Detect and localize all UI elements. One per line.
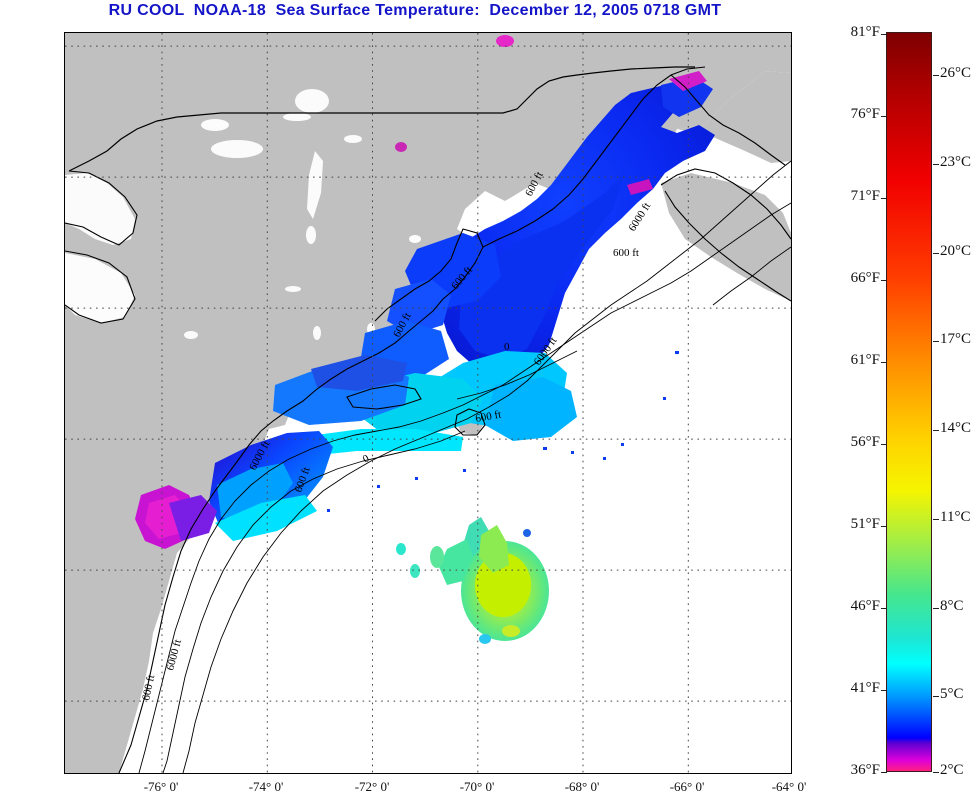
x-axis-label-n72: -72° 0' xyxy=(354,779,390,794)
sst-fringe-cold-magenta-ns2 xyxy=(627,179,653,195)
colorbar-tick-f xyxy=(881,690,887,691)
colorbar-label-20c: 20°C xyxy=(940,243,972,259)
sst-fringe-cold-magenta-ns xyxy=(669,71,707,91)
sst-filament-eddy-tail xyxy=(479,525,509,573)
x-axis-label-n68: -68° 0' xyxy=(564,779,600,794)
colorbar-tick-f xyxy=(881,280,887,281)
colorbar-label-61f: 61°F xyxy=(850,352,880,368)
colorbar-tick-f xyxy=(881,608,887,609)
sst-patch-bay-of-fundy xyxy=(661,77,713,117)
x-axis-label-n74: -74° 0' xyxy=(248,779,284,794)
x-axis-label-n64: -64° 0' xyxy=(771,779,807,794)
sst-eddy-core-yellow-green xyxy=(475,553,531,617)
colorbar-tick-f xyxy=(881,444,887,445)
sst-speck-warm-3 xyxy=(396,543,406,555)
colorbar-label-11c: 11°C xyxy=(940,509,971,525)
colorbar-label-26c: 26°C xyxy=(940,65,972,81)
sst-speck-warm-2 xyxy=(410,564,420,578)
x-axis-label-n70: -70° 0' xyxy=(459,779,495,794)
colorbar-label-36f: 36°F xyxy=(850,762,880,778)
colorbar-tick-f xyxy=(881,362,887,363)
x-axis-label-n76: -76° 0' xyxy=(143,779,179,794)
colorbar-tick-c xyxy=(933,253,939,254)
contour-label: 0 xyxy=(504,341,510,353)
sst-temperature-field xyxy=(135,35,715,644)
colorbar-tick-c xyxy=(933,164,939,165)
sst-speckle-group xyxy=(327,351,679,512)
colorbar-label-51f: 51°F xyxy=(850,516,880,532)
colorbar-tick-c xyxy=(933,696,939,697)
colorbar-label-8c: 8°C xyxy=(940,598,964,614)
contour-label: 600 ft xyxy=(140,674,157,702)
page-title: RU COOL NOAA-18 Sea Surface Temperature:… xyxy=(108,2,722,19)
contour-label: 0 xyxy=(361,452,372,465)
sst-patch-nj-cyan-band xyxy=(215,495,317,541)
sst-patch-mass-bay xyxy=(387,279,451,335)
sst-patch-se-new-england xyxy=(485,377,577,441)
colorbar-tick-c xyxy=(933,772,939,773)
contour-label: 600 ft xyxy=(474,409,502,425)
sst-map-canvas[interactable]: 600 ft 600 ft 6000 ft 600 ft 600 ft 0 60… xyxy=(65,33,791,773)
colorbar-label-17c: 17°C xyxy=(940,331,972,347)
colorbar-label-41f: 41°F xyxy=(850,680,880,696)
colorbar-label-76f: 76°F xyxy=(850,106,880,122)
colorbar-gradient-ramp xyxy=(887,33,931,771)
political-border xyxy=(68,66,695,172)
coastline-layer xyxy=(65,66,791,773)
sst-speck-warm-4 xyxy=(502,625,520,637)
contour-label: 600 ft xyxy=(613,247,639,259)
sst-speck-warm-1 xyxy=(430,546,444,568)
colorbar-tick-c xyxy=(933,341,939,342)
sst-spot-magenta-1 xyxy=(496,35,514,47)
colorbar-tick-f xyxy=(881,198,887,199)
temperature-colorbar[interactable] xyxy=(881,32,939,773)
colorbar-tick-f xyxy=(881,772,887,773)
colorbar-tick-f xyxy=(881,34,887,35)
sst-spot-magenta-2 xyxy=(395,142,407,152)
colorbar-label-71f: 71°F xyxy=(850,188,880,204)
colorbar-label-5c: 5°C xyxy=(940,686,964,702)
colorbar-label-56f: 56°F xyxy=(850,434,880,450)
colorbar-label-23c: 23°C xyxy=(940,154,972,170)
colorbar-tick-c xyxy=(933,75,939,76)
sst-patch-long-island-sound xyxy=(311,355,407,391)
colorbar-tick-f xyxy=(881,116,887,117)
sst-filament-eddy-west xyxy=(439,539,473,585)
colorbar-label-81f: 81°F xyxy=(850,24,880,40)
colorbar-label-66f: 66°F xyxy=(850,270,880,286)
x-axis-label-n66: -66° 0' xyxy=(669,779,705,794)
colorbar-tick-f xyxy=(881,526,887,527)
colorbar-tick-c xyxy=(933,519,939,520)
colorbar-label-14c: 14°C xyxy=(940,420,972,436)
bathymetry-contours xyxy=(138,160,791,773)
colorbar-tick-c xyxy=(933,608,939,609)
sst-speck-warm-6 xyxy=(523,529,531,537)
colorbar-label-2c: 2°C xyxy=(940,762,964,778)
colorbar-label-46f: 46°F xyxy=(850,598,880,614)
colorbar-tick-c xyxy=(933,430,939,431)
map-plot-area[interactable]: 600 ft 600 ft 6000 ft 600 ft 600 ft 0 60… xyxy=(64,32,792,774)
sst-speck-warm-5 xyxy=(479,634,491,644)
